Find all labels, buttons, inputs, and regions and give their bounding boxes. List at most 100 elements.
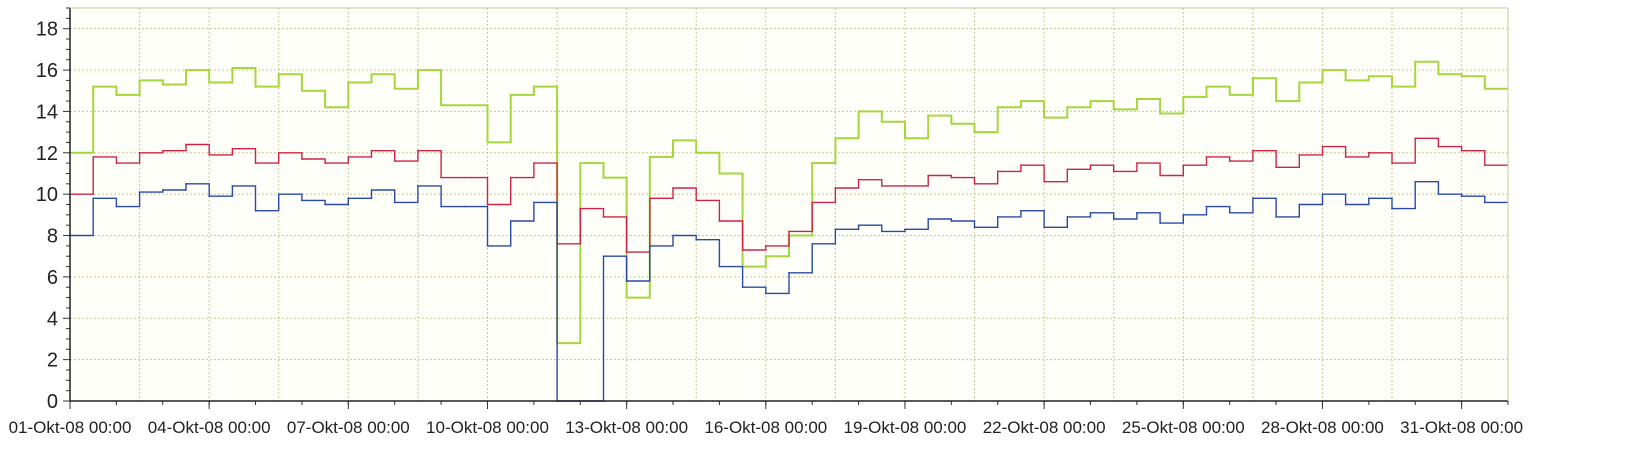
series-2-point	[1275, 166, 1277, 169]
y-tick-label: 18	[36, 19, 58, 41]
series-1-point	[393, 87, 396, 90]
series-2-point	[1252, 149, 1254, 152]
series-2-point	[1043, 180, 1045, 183]
y-tick-label: 14	[36, 101, 58, 123]
series-2-point	[741, 249, 744, 251]
series-1-point	[1159, 112, 1161, 115]
series-2-point	[533, 162, 535, 164]
series-1-point	[1275, 100, 1277, 102]
x-tick-label: 10-Okt-08 00:00	[426, 418, 549, 437]
series-3-point	[1414, 180, 1417, 183]
series-3-point	[417, 185, 419, 187]
series-2-point	[509, 176, 512, 179]
series-2-point	[602, 216, 605, 218]
series-1-point	[301, 89, 303, 92]
series-3-point	[440, 205, 442, 208]
series-3-point	[277, 193, 280, 195]
series-3-point	[1252, 197, 1254, 200]
series-2-point	[904, 185, 906, 187]
series-3-point	[1228, 211, 1231, 214]
series-2-point	[695, 199, 698, 202]
series-2-point	[115, 162, 118, 164]
y-tick-label: 12	[36, 143, 58, 165]
series-1-point	[1089, 100, 1092, 102]
x-tick-label: 28-Okt-08 00:00	[1261, 418, 1384, 437]
series-3-point	[625, 280, 628, 282]
series-1-point	[1460, 75, 1463, 78]
y-tick-label: 6	[47, 267, 58, 289]
y-tick-label: 0	[47, 391, 58, 413]
series-3-point	[324, 203, 326, 206]
series-2-point	[1460, 149, 1463, 152]
series-group	[69, 60, 1508, 402]
series-3-point	[393, 201, 396, 204]
series-1-point	[440, 104, 442, 107]
series-3-point	[1298, 203, 1301, 206]
series-3-point	[857, 224, 860, 226]
series-1-point	[672, 139, 674, 142]
series-1-point	[231, 67, 234, 69]
series-1-point	[208, 81, 210, 84]
series-1-point	[277, 73, 280, 75]
series-1-point	[138, 79, 141, 82]
series-3-point	[811, 243, 813, 245]
series-2-point	[1136, 162, 1138, 164]
series-3-point	[1043, 226, 1045, 229]
series-1-point	[718, 172, 721, 175]
y-tick-label: 10	[36, 184, 58, 206]
series-3-point	[231, 185, 234, 187]
series-1-point	[1182, 96, 1185, 98]
series-2-point	[393, 160, 396, 162]
series-1-point	[1020, 100, 1022, 102]
series-2-point	[370, 149, 373, 152]
series-2-point	[857, 178, 860, 181]
series-2-point	[649, 197, 651, 200]
series-1-point	[370, 73, 373, 75]
series-3-point	[950, 220, 953, 222]
series-2-point	[1020, 164, 1022, 166]
x-tick-label: 13-Okt-08 00:00	[565, 418, 688, 437]
series-2-point	[579, 207, 582, 210]
series-1-point	[625, 296, 628, 299]
series-2-point	[996, 170, 999, 173]
series-3-point	[486, 245, 489, 247]
series-1-point	[1205, 85, 1208, 88]
series-2-point	[440, 176, 442, 179]
series-3-point	[1321, 193, 1324, 195]
x-tick-label: 31-Okt-08 00:00	[1400, 418, 1523, 437]
series-1-point	[579, 162, 582, 164]
series-3-point	[161, 189, 164, 191]
series-2-point	[185, 143, 187, 146]
series-2-point	[138, 151, 141, 154]
series-1-point	[880, 120, 883, 123]
series-3-point	[1484, 201, 1486, 204]
series-2-point	[973, 183, 976, 185]
series-2-point	[880, 185, 883, 187]
series-3-point	[370, 189, 373, 191]
y-tick-label: 2	[47, 350, 58, 372]
x-tick-label: 04-Okt-08 00:00	[148, 418, 271, 437]
series-1-point	[1112, 108, 1115, 111]
y-tick-label: 4	[47, 308, 58, 330]
series-1-point	[1368, 75, 1370, 78]
series-1-point	[811, 162, 813, 164]
series-3-point	[1089, 211, 1092, 214]
series-2-point	[1391, 162, 1393, 164]
series-3-point	[1391, 207, 1393, 210]
series-3-point	[1344, 203, 1347, 206]
series-2-point	[1089, 164, 1092, 166]
series-3-point	[1368, 197, 1370, 200]
series-1-point	[185, 69, 187, 71]
x-tick-label: 16-Okt-08 00:00	[704, 418, 827, 437]
series-1-point	[1136, 98, 1138, 100]
series-1-point	[463, 104, 466, 107]
series-1-point	[486, 141, 489, 144]
series-3-point	[1205, 205, 1208, 208]
series-3-point	[1437, 193, 1440, 195]
series-3-point	[602, 255, 605, 258]
series-2-point	[950, 176, 953, 179]
x-tick-label: 01-Okt-08 00:00	[9, 418, 132, 437]
series-line-3	[70, 180, 1508, 402]
